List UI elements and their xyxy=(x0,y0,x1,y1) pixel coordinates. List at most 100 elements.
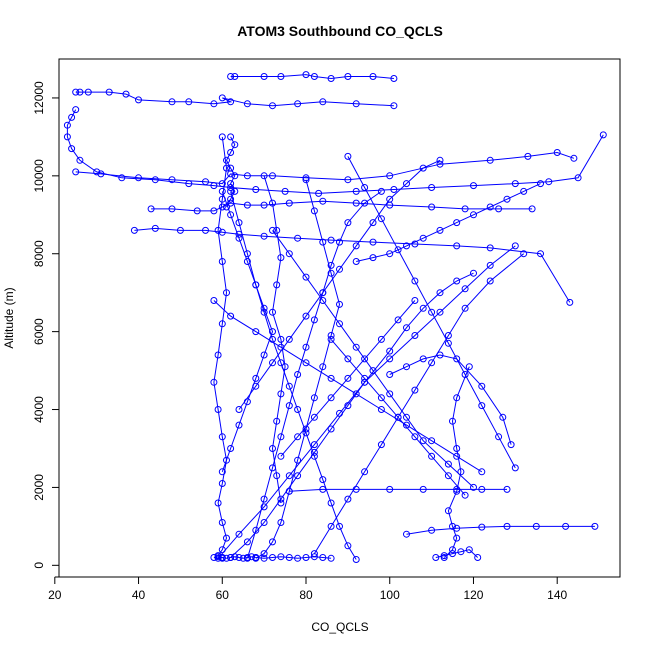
data-point xyxy=(210,297,218,304)
data-point xyxy=(310,73,318,80)
data-point xyxy=(277,519,285,526)
x-tick-label: 100 xyxy=(380,588,400,602)
data-point xyxy=(285,472,293,480)
data-point xyxy=(327,499,335,507)
data-point xyxy=(352,187,360,195)
data-point xyxy=(327,332,335,339)
series-13 xyxy=(403,522,599,538)
data-point xyxy=(218,187,226,195)
data-point xyxy=(260,550,268,558)
data-point xyxy=(352,100,360,108)
data-point xyxy=(428,359,436,367)
data-point xyxy=(444,460,452,468)
series-line xyxy=(230,245,516,558)
data-point xyxy=(453,487,461,495)
series-10 xyxy=(227,242,519,561)
data-point xyxy=(273,417,281,425)
y-tick-label: 4000 xyxy=(32,396,46,423)
data-point xyxy=(294,472,302,480)
data-point xyxy=(411,386,419,394)
data-point xyxy=(235,554,243,561)
data-point xyxy=(231,187,239,195)
series-line xyxy=(263,175,286,504)
data-point xyxy=(444,472,452,480)
data-point xyxy=(524,152,532,160)
series-29 xyxy=(277,297,419,460)
data-point xyxy=(453,524,461,532)
y-tick-label: 2000 xyxy=(32,474,46,501)
series-line xyxy=(134,227,571,303)
data-point xyxy=(453,355,461,363)
data-point xyxy=(235,421,243,429)
data-point xyxy=(243,398,251,406)
data-point xyxy=(327,522,335,530)
data-point xyxy=(344,152,352,160)
data-point xyxy=(105,88,113,96)
series-0 xyxy=(72,88,398,110)
data-point xyxy=(411,297,419,304)
data-point xyxy=(319,554,327,561)
data-point xyxy=(285,554,293,561)
data-point xyxy=(428,308,436,316)
data-point xyxy=(273,281,281,289)
data-point xyxy=(260,503,268,511)
data-point xyxy=(168,205,176,213)
data-point xyxy=(214,351,222,359)
series-12 xyxy=(440,363,473,561)
data-point xyxy=(302,359,310,367)
data-point xyxy=(285,487,293,495)
data-point xyxy=(68,113,76,121)
data-point xyxy=(302,425,310,433)
data-point xyxy=(503,522,511,530)
data-point xyxy=(294,406,302,413)
data-point xyxy=(227,73,235,80)
data-point xyxy=(386,250,394,258)
data-point xyxy=(210,554,218,561)
data-point xyxy=(294,234,302,242)
data-point xyxy=(470,211,477,219)
series-line xyxy=(330,339,466,496)
data-point xyxy=(520,250,528,258)
data-point xyxy=(336,522,343,530)
data-point xyxy=(260,519,268,526)
data-point xyxy=(507,441,515,449)
data-point xyxy=(202,226,209,234)
data-point xyxy=(574,174,582,182)
data-point xyxy=(403,242,410,250)
data-point xyxy=(72,88,80,96)
data-point xyxy=(260,172,268,180)
data-point xyxy=(327,554,335,562)
data-point xyxy=(478,382,486,390)
data-point xyxy=(252,281,260,289)
data-point xyxy=(449,522,456,530)
data-point xyxy=(185,98,193,106)
data-point xyxy=(411,277,419,285)
data-point xyxy=(97,170,105,178)
data-point xyxy=(294,456,302,464)
data-point xyxy=(72,106,80,114)
data-point xyxy=(260,304,268,312)
x-tick-label: 120 xyxy=(463,588,483,602)
x-axis: 20 40 60 80 100 120 140 xyxy=(48,576,568,602)
x-tick-label: 140 xyxy=(547,588,567,602)
plot-area xyxy=(63,71,607,563)
data-point xyxy=(344,219,352,227)
data-point xyxy=(377,394,385,402)
data-point xyxy=(436,160,444,168)
data-point xyxy=(252,186,260,193)
data-point xyxy=(511,180,519,188)
data-point xyxy=(193,207,201,215)
data-point xyxy=(394,316,402,324)
data-point xyxy=(377,335,385,343)
series-19 xyxy=(235,156,444,413)
series-line xyxy=(435,549,479,558)
series-line xyxy=(443,366,470,558)
y-tick-label: 6000 xyxy=(32,318,46,345)
y-axis-label: Altitude (m) xyxy=(2,287,16,348)
data-point xyxy=(214,226,222,234)
data-point xyxy=(310,207,318,215)
series-line xyxy=(246,190,382,559)
series-line xyxy=(66,109,604,194)
data-point xyxy=(319,363,327,371)
data-point xyxy=(344,355,352,363)
